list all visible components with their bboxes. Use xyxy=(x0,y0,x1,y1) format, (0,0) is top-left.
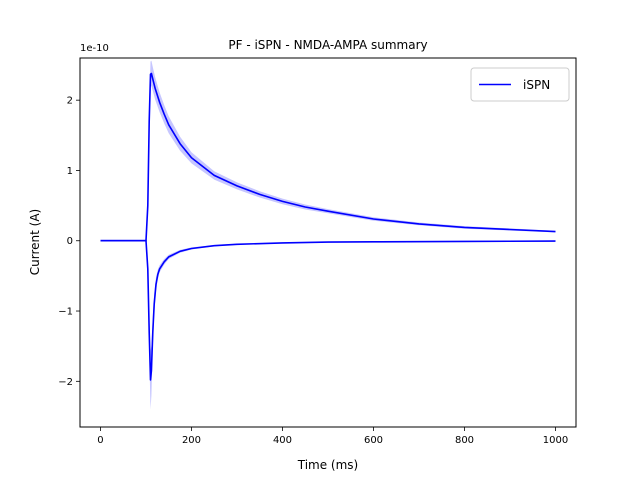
y-tick-label: 2 xyxy=(67,96,73,107)
chart-title: PF - iSPN - NMDA-AMPA summary xyxy=(228,38,427,52)
x-tick-label: 800 xyxy=(455,435,474,446)
series-line-1 xyxy=(100,239,556,381)
x-tick-label: 0 xyxy=(97,435,103,446)
x-tick-label: 200 xyxy=(182,435,201,446)
legend-box xyxy=(470,67,570,102)
series-line-0 xyxy=(100,72,556,242)
legend-label-ispn: iSPN xyxy=(523,78,550,92)
plot-content xyxy=(100,60,556,410)
x-tick-label: 1000 xyxy=(543,435,568,446)
y-axis: −2 −1 0 1 2 xyxy=(58,96,80,388)
y-tick-label: 0 xyxy=(67,236,73,247)
x-tick-label: 400 xyxy=(273,435,292,446)
x-axis-label: Time (ms) xyxy=(297,458,359,472)
x-axis: 0 200 400 600 800 1000 xyxy=(97,427,568,446)
y-tick-label: 1 xyxy=(67,166,73,177)
plot-frame xyxy=(79,57,577,428)
y-axis-label: Current (A) xyxy=(28,209,42,275)
y-tick-label: −2 xyxy=(58,377,73,388)
y-tick-label: −1 xyxy=(58,307,73,318)
x-tick-label: 600 xyxy=(364,435,383,446)
y-offset-label: 1e-10 xyxy=(80,43,109,54)
legend: iSPN xyxy=(470,67,570,102)
